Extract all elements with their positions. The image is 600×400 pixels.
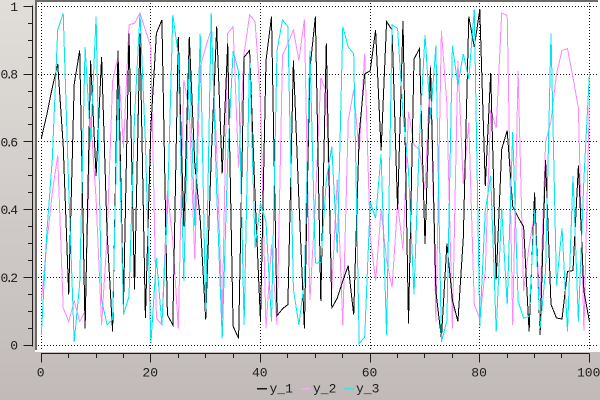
svg-text:y_1: y_1 (270, 382, 294, 397)
svg-text:100: 100 (577, 366, 600, 381)
svg-text:0.2: 0.2 (1, 271, 19, 286)
svg-text:0.4: 0.4 (1, 203, 19, 218)
svg-text:80: 80 (471, 366, 487, 381)
svg-text:20: 20 (142, 366, 158, 381)
svg-text:0: 0 (37, 366, 45, 381)
svg-text:60: 60 (362, 366, 378, 381)
svg-text:1: 1 (10, 0, 18, 15)
svg-text:0.6: 0.6 (1, 135, 19, 150)
svg-text:0: 0 (10, 339, 18, 354)
svg-text:y_3: y_3 (356, 382, 379, 397)
svg-text:40: 40 (252, 366, 268, 381)
svg-text:y_2: y_2 (313, 382, 336, 397)
svg-text:0.8: 0.8 (1, 68, 19, 83)
